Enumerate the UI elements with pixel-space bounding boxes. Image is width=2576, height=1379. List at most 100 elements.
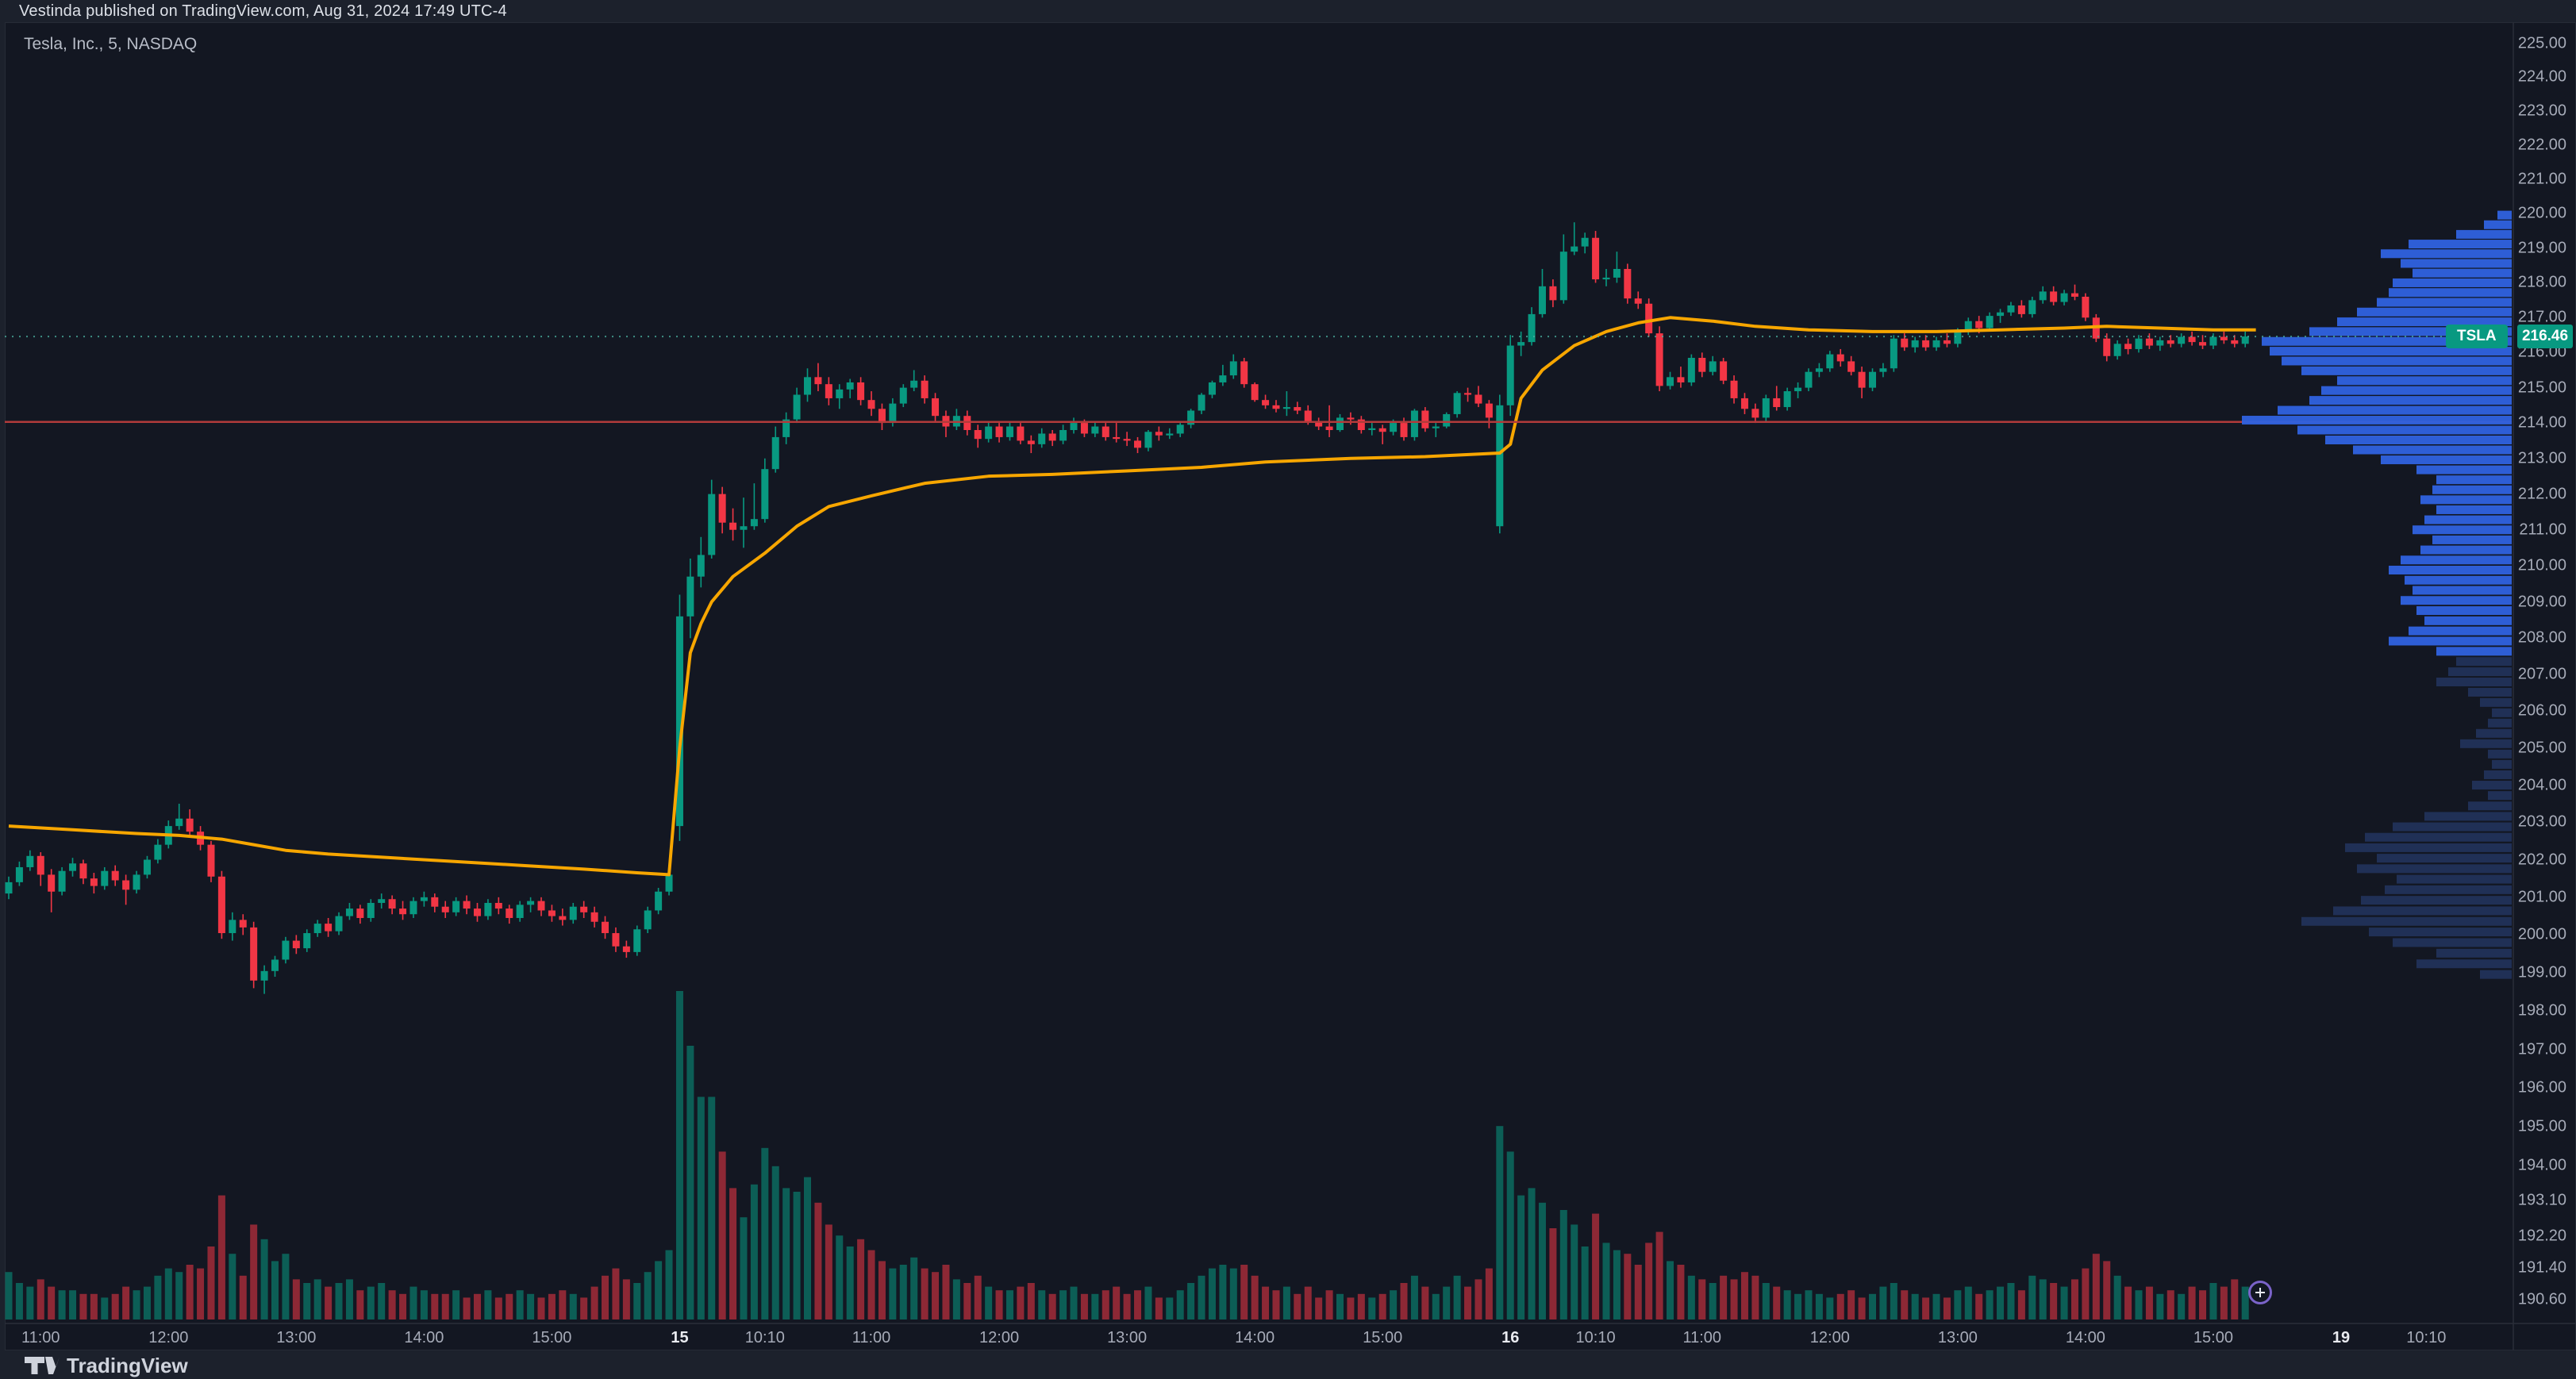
chart-pane[interactable] bbox=[5, 22, 2576, 1350]
candle-body bbox=[325, 924, 333, 931]
price-axis[interactable]: 225.00 224.00 223.00 222.00 221.00 220.00 219.… bbox=[2514, 22, 2576, 1323]
candle-body bbox=[1219, 375, 1227, 382]
candle-body bbox=[1134, 440, 1142, 448]
time-tick-label: 15:00 bbox=[1363, 1329, 1403, 1346]
volume-bar bbox=[345, 1279, 353, 1319]
volume-bar bbox=[186, 1265, 194, 1319]
candle-body bbox=[612, 933, 620, 947]
volume-bar bbox=[378, 1283, 386, 1319]
publish-attribution: Vestinda published on TradingView.com, A… bbox=[19, 2, 507, 20]
candle-body bbox=[771, 436, 779, 470]
volume-bar bbox=[995, 1290, 1003, 1319]
volume-bar bbox=[537, 1297, 545, 1319]
candle-body bbox=[506, 908, 513, 918]
time-axis[interactable]: 11:00 12:00 13:00 14:00 15:00 15 10:10 11:00 12:… bbox=[5, 1324, 2576, 1350]
candle-body bbox=[143, 859, 151, 875]
price-tick-label: 191.40 bbox=[2517, 1258, 2566, 1277]
time-tick-label: 13:00 bbox=[1107, 1329, 1148, 1346]
candle-body bbox=[1667, 377, 1674, 386]
volume-bar bbox=[1986, 1290, 1994, 1319]
candle-body bbox=[1559, 252, 1567, 301]
volume-profile-row bbox=[2377, 854, 2512, 863]
candle-body bbox=[1602, 277, 1610, 280]
volume-bar bbox=[932, 1272, 940, 1319]
volume-bar bbox=[1187, 1283, 1195, 1319]
volume-bar bbox=[1506, 1151, 1514, 1319]
candle-body bbox=[633, 929, 641, 952]
candle-body bbox=[1229, 361, 1237, 376]
candle-body bbox=[1538, 286, 1546, 314]
time-tick-label: 14:00 bbox=[1235, 1329, 1275, 1346]
volume-profile-row bbox=[2333, 906, 2512, 916]
volume-bar bbox=[1964, 1286, 1972, 1319]
volume-profile-row bbox=[2432, 535, 2512, 544]
price-tick-label: 207.00 bbox=[2517, 665, 2566, 683]
candle-body bbox=[1581, 237, 1589, 247]
candle-body bbox=[1251, 384, 1259, 401]
candle-body bbox=[250, 927, 258, 981]
candle-body bbox=[1975, 321, 1983, 328]
candle-body bbox=[345, 908, 353, 916]
candle-body bbox=[1613, 268, 1621, 278]
volume-bar bbox=[1559, 1210, 1567, 1319]
volume-bar bbox=[69, 1290, 77, 1319]
candle-body bbox=[1986, 316, 1994, 328]
candle-body bbox=[995, 426, 1003, 437]
tradingview-brand-text[interactable]: TradingView bbox=[67, 1354, 188, 1377]
candle-body bbox=[580, 906, 588, 912]
candle-body bbox=[133, 874, 140, 890]
volume-profile-row bbox=[2270, 347, 2512, 356]
volume-bar bbox=[388, 1290, 396, 1319]
volume-profile-row bbox=[2468, 687, 2512, 697]
price-tick-label: 212.00 bbox=[2517, 485, 2566, 503]
volume-bar bbox=[175, 1272, 183, 1319]
footer-bar: TradingView bbox=[0, 1350, 2576, 1379]
price-tick-label: 200.00 bbox=[2517, 925, 2566, 943]
volume-bar bbox=[111, 1293, 119, 1319]
candle-body bbox=[1390, 423, 1398, 432]
volume-profile-row bbox=[2460, 739, 2512, 748]
candle-body bbox=[569, 906, 577, 920]
volume-bar bbox=[899, 1265, 907, 1319]
candle-body bbox=[1571, 246, 1578, 252]
candle-body bbox=[48, 874, 56, 892]
candle-body bbox=[2156, 340, 2164, 346]
volume-bar bbox=[2050, 1283, 2058, 1319]
volume-bar bbox=[1229, 1268, 1237, 1319]
vwap-line bbox=[8, 316, 2256, 877]
candle-body bbox=[37, 855, 44, 875]
candle-body bbox=[1869, 371, 1876, 388]
add-alert-plus-icon[interactable] bbox=[2248, 1281, 2272, 1304]
candle-body bbox=[729, 522, 737, 530]
volume-profile-row bbox=[2484, 770, 2512, 779]
candle-body bbox=[857, 382, 865, 401]
volume-bar bbox=[1592, 1213, 1600, 1319]
volume-bar bbox=[836, 1235, 844, 1319]
candle-body bbox=[602, 921, 609, 934]
candle-body bbox=[1751, 409, 1759, 418]
volume-bar bbox=[1347, 1297, 1355, 1319]
candle-body bbox=[186, 818, 194, 832]
candle-body bbox=[527, 901, 535, 905]
volume-profile-row bbox=[2413, 268, 2512, 278]
volume-bar bbox=[580, 1297, 588, 1319]
candle-body bbox=[388, 899, 396, 909]
volume-bar bbox=[79, 1293, 87, 1319]
price-tick-label: 204.00 bbox=[2517, 776, 2566, 794]
volume-bar bbox=[2199, 1290, 2207, 1319]
candle-body bbox=[1517, 342, 1525, 346]
tradingview-logo-icon[interactable] bbox=[24, 1354, 60, 1377]
volume-bar bbox=[1517, 1195, 1525, 1319]
candle-body bbox=[2070, 293, 2078, 297]
volume-profile-row bbox=[2242, 416, 2512, 425]
candle-body bbox=[1080, 423, 1088, 434]
volume-bar bbox=[2028, 1275, 2036, 1319]
volume-profile-row bbox=[2488, 791, 2512, 801]
volume-bar bbox=[1357, 1293, 1365, 1319]
candle-body bbox=[1549, 286, 1557, 301]
volume-profile-row bbox=[2424, 812, 2512, 821]
price-tick-label: 192.20 bbox=[2517, 1227, 2566, 1245]
volume-bar bbox=[1975, 1293, 1983, 1319]
volume-bar bbox=[452, 1290, 460, 1319]
candle-body bbox=[2103, 338, 2111, 356]
